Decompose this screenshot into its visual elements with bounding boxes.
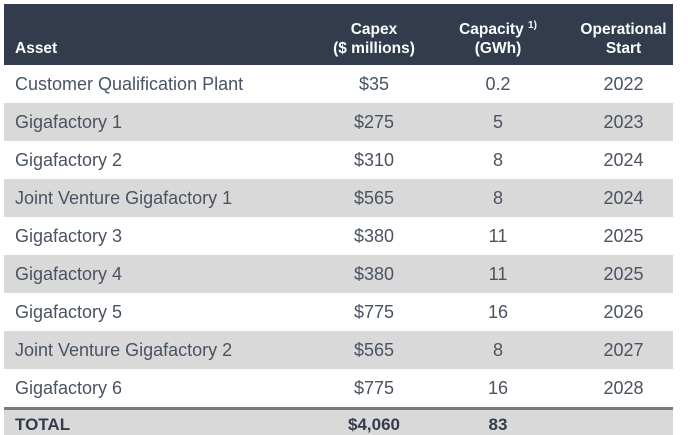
cell-start: 2026: [548, 293, 673, 331]
cell-capacity: 11: [448, 255, 548, 293]
cell-capex: $380: [300, 217, 448, 255]
cell-capex: $35: [300, 65, 448, 103]
table-row: Joint Venture Gigafactory 2 $565 8 2027: [4, 331, 673, 369]
cell-capex: $275: [300, 103, 448, 141]
table-row: Gigafactory 4 $380 11 2025: [4, 255, 673, 293]
cell-capacity: 5: [448, 103, 548, 141]
cell-capacity: 8: [448, 141, 548, 179]
cell-asset: Gigafactory 6: [4, 369, 300, 409]
cell-start: 2028: [548, 369, 673, 409]
footnote-marker: 1): [528, 19, 537, 31]
cell-asset: Customer Qualification Plant: [4, 65, 300, 103]
cell-capacity: 0.2: [448, 65, 548, 103]
header-start-line2: Start: [605, 40, 642, 57]
cell-start: 2025: [548, 217, 673, 255]
table-row: Customer Qualification Plant $35 0.2 202…: [4, 65, 673, 103]
asset-capex-table: Asset Capex ($ millions) Capacity 1) (GW…: [4, 4, 673, 435]
header-row: Asset Capex ($ millions) Capacity 1) (GW…: [4, 4, 673, 65]
cell-asset: Gigafactory 2: [4, 141, 300, 179]
column-header-capex: Capex ($ millions): [300, 4, 448, 65]
cell-asset: Gigafactory 4: [4, 255, 300, 293]
cell-capex: $775: [300, 369, 448, 409]
header-asset-label: Asset: [15, 40, 58, 57]
cell-asset: Gigafactory 5: [4, 293, 300, 331]
total-label: TOTAL: [4, 407, 300, 435]
cell-capacity: 8: [448, 179, 548, 217]
cell-capex: $565: [300, 331, 448, 369]
total-row: TOTAL $4,060 83: [4, 407, 673, 435]
column-header-asset: Asset: [4, 4, 300, 65]
total-capacity: 83: [448, 407, 548, 435]
table-row: Gigafactory 5 $775 16 2026: [4, 293, 673, 331]
table-row: Gigafactory 3 $380 11 2025: [4, 217, 673, 255]
table-body: Customer Qualification Plant $35 0.2 202…: [4, 65, 673, 435]
table-row: Gigafactory 2 $310 8 2024: [4, 141, 673, 179]
table-row: Gigafactory 1 $275 5 2023: [4, 103, 673, 141]
header-capex-line1: Capex: [350, 21, 398, 38]
header-capacity-line2: (GWh): [474, 40, 522, 57]
column-header-operational-start: Operational Start: [548, 4, 673, 65]
header-capacity-line1: Capacity: [459, 21, 524, 38]
cell-asset: Joint Venture Gigafactory 1: [4, 179, 300, 217]
cell-asset: Joint Venture Gigafactory 2: [4, 331, 300, 369]
cell-start: 2023: [548, 103, 673, 141]
cell-capex: $565: [300, 179, 448, 217]
column-header-capacity: Capacity 1) (GWh): [448, 4, 548, 65]
cell-capex: $310: [300, 141, 448, 179]
cell-start: 2025: [548, 255, 673, 293]
cell-capacity: 8: [448, 331, 548, 369]
cell-capacity: 16: [448, 293, 548, 331]
cell-start: 2022: [548, 65, 673, 103]
cell-capex: $775: [300, 293, 448, 331]
table-header: Asset Capex ($ millions) Capacity 1) (GW…: [4, 4, 673, 65]
total-start: [548, 407, 673, 435]
cell-start: 2024: [548, 141, 673, 179]
cell-capacity: 16: [448, 369, 548, 409]
table-row: Joint Venture Gigafactory 1 $565 8 2024: [4, 179, 673, 217]
cell-capex: $380: [300, 255, 448, 293]
cell-asset: Gigafactory 1: [4, 103, 300, 141]
cell-start: 2027: [548, 331, 673, 369]
cell-start: 2024: [548, 179, 673, 217]
header-start-line1: Operational: [580, 21, 667, 38]
table-row: Gigafactory 6 $775 16 2028: [4, 369, 673, 409]
total-capex: $4,060: [300, 407, 448, 435]
header-capex-line2: ($ millions): [333, 40, 415, 57]
cell-capacity: 11: [448, 217, 548, 255]
cell-asset: Gigafactory 3: [4, 217, 300, 255]
